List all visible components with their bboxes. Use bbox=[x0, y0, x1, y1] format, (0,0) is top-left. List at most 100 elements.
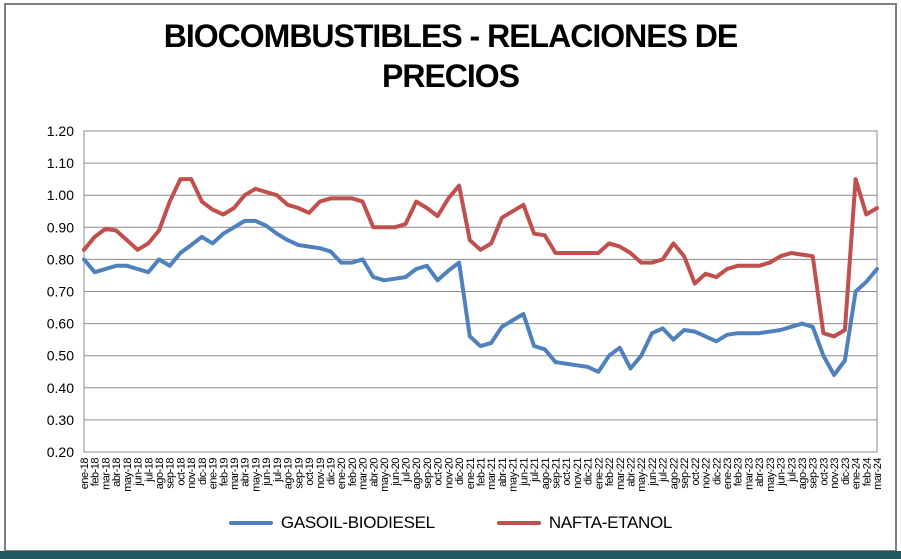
x-axis-tick-label: abr-20 bbox=[368, 458, 380, 487]
x-axis-tick-label: ago-18 bbox=[154, 458, 166, 490]
x-axis-tick-label: feb-23 bbox=[733, 458, 745, 487]
x-axis-tick-label: oct-23 bbox=[818, 458, 830, 486]
x-axis-tick-label: feb-20 bbox=[347, 458, 359, 487]
x-axis-tick-label: mar-19 bbox=[229, 458, 241, 490]
x-axis-tick-label: nov-23 bbox=[829, 458, 841, 489]
x-axis-tick-label: ene-24 bbox=[851, 458, 863, 490]
x-axis-tick-label: mar-23 bbox=[743, 458, 755, 490]
x-axis-tick-label: jun-19 bbox=[261, 458, 273, 487]
x-axis-tick-label: jun-18 bbox=[133, 458, 145, 487]
window-bottom-edge bbox=[0, 551, 901, 559]
x-axis-tick-label: dic-18 bbox=[197, 458, 209, 485]
y-axis-tick-label: 0.80 bbox=[47, 251, 74, 267]
x-axis-tick-label: may-21 bbox=[508, 458, 520, 492]
y-axis-tick-label: 0.50 bbox=[47, 348, 74, 364]
x-axis-tick-label: sep-18 bbox=[165, 458, 177, 489]
x-axis-tick-label: oct-20 bbox=[433, 458, 445, 486]
x-axis-tick-label: jun-22 bbox=[647, 458, 659, 487]
x-axis-tick-label: sep-20 bbox=[422, 458, 434, 489]
nafta-etanol-line-swatch bbox=[496, 521, 541, 525]
x-axis-tick-label: jul-21 bbox=[529, 458, 541, 483]
x-axis-tick-label: dic-20 bbox=[454, 458, 466, 485]
x-axis-tick-label: dic-23 bbox=[840, 458, 852, 485]
x-axis-tick-label: feb-22 bbox=[604, 458, 616, 487]
x-axis-tick-label: ene-18 bbox=[79, 458, 91, 490]
gasoil-biodiesel-line bbox=[82, 218, 879, 377]
y-axis-tick-label: 1.00 bbox=[47, 187, 74, 203]
x-axis-tick-label: dic-21 bbox=[583, 458, 595, 485]
x-axis-tick-label: abr-19 bbox=[240, 458, 252, 487]
x-axis-tick-label: abr-21 bbox=[497, 458, 509, 487]
x-axis-tick-label: jul-23 bbox=[786, 458, 798, 483]
x-axis-tick-label: oct-18 bbox=[175, 458, 187, 486]
x-axis-tick-label: oct-19 bbox=[304, 458, 316, 486]
x-axis-tick-label: ene-22 bbox=[593, 458, 605, 490]
x-axis-tick-label: sep-22 bbox=[679, 458, 691, 489]
x-axis-tick-label: may-22 bbox=[636, 458, 648, 492]
x-axis-tick-label: ene-20 bbox=[336, 458, 348, 490]
legend-item-gasoil-biodiesel: GASOIL-BIODIESEL bbox=[228, 513, 435, 533]
x-axis-tick-label: ago-22 bbox=[668, 458, 680, 490]
x-axis-tick-label: nov-19 bbox=[315, 458, 327, 489]
chart-title-line2: PRECIOS bbox=[381, 58, 520, 94]
y-axis-tick-label: 0.90 bbox=[47, 219, 74, 235]
x-axis-tick-label: ago-23 bbox=[797, 458, 809, 490]
x-axis-tick-label: ene-23 bbox=[722, 458, 734, 490]
x-axis-tick-label: mar-24 bbox=[872, 458, 884, 490]
x-axis-tick-label: jul-18 bbox=[143, 458, 155, 483]
x-axis-tick-label: jul-22 bbox=[658, 458, 670, 483]
nafta-etanol-legend-label: NAFTA-ETANOL bbox=[548, 513, 673, 532]
x-axis-tick-label: mar-18 bbox=[100, 458, 112, 490]
x-axis-tick-label: may-23 bbox=[765, 458, 777, 492]
y-axis-tick-label: 1.20 bbox=[47, 123, 74, 139]
x-axis-tick-label: may-20 bbox=[379, 458, 391, 492]
y-axis-tick-label: 0.70 bbox=[47, 284, 74, 300]
gasoil-biodiesel-line-swatch bbox=[228, 521, 273, 525]
x-axis-tick-label: jun-23 bbox=[776, 458, 788, 487]
x-axis-tick-label: abr-18 bbox=[111, 458, 123, 487]
y-axis-tick-label: 0.40 bbox=[47, 380, 74, 396]
x-axis-tick-label: ene-19 bbox=[208, 458, 220, 490]
x-axis-tick-label: nov-21 bbox=[572, 458, 584, 489]
x-axis-tick-label: feb-24 bbox=[861, 458, 873, 487]
y-axis-tick-label: 0.20 bbox=[47, 444, 74, 460]
nafta-etanol-line bbox=[82, 177, 879, 339]
x-axis-tick-label: jul-20 bbox=[400, 458, 412, 483]
x-axis-tick-label: abr-23 bbox=[754, 458, 766, 487]
x-axis-tick-label: mar-21 bbox=[486, 458, 498, 490]
x-axis-tick-label: mar-22 bbox=[615, 458, 627, 490]
y-axis-tick-label: 1.10 bbox=[47, 155, 74, 171]
x-axis-tick-label: jul-19 bbox=[272, 458, 284, 483]
x-axis-tick-label: ago-20 bbox=[411, 458, 423, 490]
x-axis-tick-label: feb-19 bbox=[218, 458, 230, 487]
x-axis-tick-label: nov-20 bbox=[443, 458, 455, 489]
x-axis-tick-label: oct-21 bbox=[561, 458, 573, 486]
x-axis-tick-label: may-19 bbox=[250, 458, 262, 492]
x-axis-tick-label: feb-18 bbox=[90, 458, 102, 487]
legend-item-nafta-etanol: NAFTA-ETANOL bbox=[496, 513, 673, 533]
chart-title-line1: BIOCOMBUSTIBLES - RELACIONES DE bbox=[163, 18, 738, 54]
x-axis-tick-label: abr-22 bbox=[626, 458, 638, 487]
x-axis-tick-label: ago-21 bbox=[540, 458, 552, 490]
x-axis-tick-label: dic-19 bbox=[325, 458, 337, 485]
x-axis-tick-label: feb-21 bbox=[476, 458, 488, 487]
x-axis-tick-label: jun-20 bbox=[390, 458, 402, 487]
gasoil-biodiesel-legend-label: GASOIL-BIODIESEL bbox=[280, 513, 435, 532]
y-axis-tick-label: 0.30 bbox=[47, 412, 74, 428]
x-axis-tick-label: ene-21 bbox=[465, 458, 477, 490]
x-axis-tick-label: sep-19 bbox=[293, 458, 305, 489]
x-axis-tick-label: jun-21 bbox=[518, 458, 530, 487]
x-axis-tick-label: may-18 bbox=[122, 458, 134, 492]
chart-title: BIOCOMBUSTIBLES - RELACIONES DE PRECIOS bbox=[0, 16, 901, 96]
x-axis-tick-label: nov-22 bbox=[701, 458, 713, 489]
x-axis-tick-label: nov-18 bbox=[186, 458, 198, 489]
y-axis-tick-label: 0.60 bbox=[47, 316, 74, 332]
x-axis-tick-label: mar-20 bbox=[358, 458, 370, 490]
x-axis-tick-label: sep-23 bbox=[808, 458, 820, 489]
x-axis-tick-label: oct-22 bbox=[690, 458, 702, 486]
x-axis-tick-label: ago-19 bbox=[283, 458, 295, 490]
plot-area-border bbox=[83, 130, 878, 453]
x-axis-tick-label: sep-21 bbox=[551, 458, 563, 489]
